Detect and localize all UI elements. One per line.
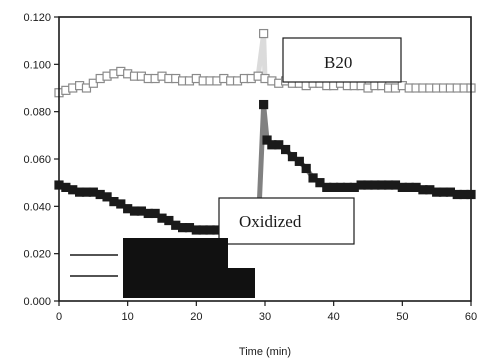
data-point-oxidized: [287, 152, 298, 162]
data-point-oxidized: [164, 215, 174, 226]
y-tick-label: 0.120: [23, 12, 51, 24]
data-point-oxidized: [315, 178, 325, 188]
x-tick-label: 0: [56, 311, 62, 323]
y-tick-label: 0.060: [23, 154, 51, 166]
data-point-oxidized: [301, 163, 311, 174]
data-point-oxidized: [102, 192, 112, 202]
callout-label: Oxidized: [239, 212, 302, 231]
x-axis-title: Time (min): [239, 346, 291, 358]
x-tick-label: 60: [465, 311, 477, 323]
callout-layer: B20 Oxidized: [70, 37, 402, 298]
y-tick-label: 0.020: [23, 249, 51, 261]
legend-block: [123, 268, 255, 298]
data-point-oxidized: [150, 208, 160, 219]
callout-box: [218, 197, 355, 245]
x-tick-label: 20: [190, 311, 202, 323]
series-layer: [54, 28, 476, 235]
callout-label: B20: [324, 53, 352, 72]
y-tick-label: 0.080: [23, 107, 51, 119]
data-point-b20: [259, 28, 269, 39]
axis-layer: 0 10 20 30 40 50 60 0.000 0.020 0.040 0.060 0.080 0.…: [23, 12, 477, 323]
y-tick-label: 0.040: [23, 201, 51, 213]
y-tick-label: 0.100: [23, 59, 51, 71]
x-tick-label: 50: [396, 311, 408, 323]
x-tick-label: 10: [122, 311, 134, 323]
legend-block: [123, 238, 228, 268]
data-point-oxidized: [262, 135, 272, 145]
data-point-oxidized: [281, 144, 291, 155]
data-point-oxidized: [274, 140, 284, 150]
y-tick-label: 0.000: [23, 296, 51, 308]
x-tick-label: 40: [328, 311, 340, 323]
callout-box: [282, 37, 402, 83]
data-point-oxidized: [259, 99, 269, 110]
data-point-b20: [88, 78, 98, 88]
data-point-b20: [81, 83, 92, 93]
data-point-oxidized: [116, 199, 126, 209]
data-point-oxidized: [308, 173, 318, 183]
data-point-oxidized: [294, 156, 304, 166]
x-tick-label: 30: [259, 311, 271, 323]
